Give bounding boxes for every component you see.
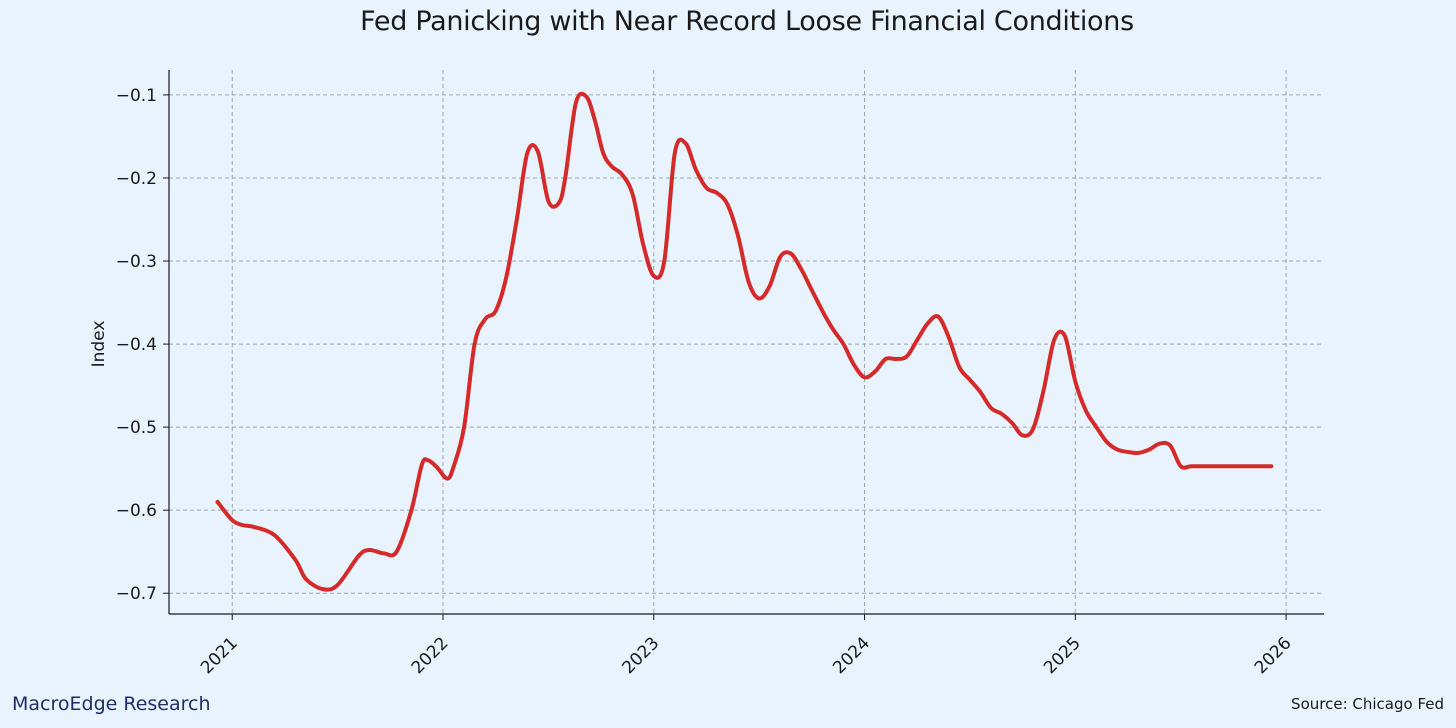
tick-labels: −0.7 −0.6 −0.5 −0.4 −0.3 −0.2 −0.1 2021 2022 2023…: [116, 86, 1296, 678]
y-tick-label: −0.2: [116, 169, 157, 189]
x-tick-label: 2024: [829, 633, 874, 678]
x-tick-label: 2023: [619, 633, 664, 678]
y-tick-label: −0.6: [116, 501, 157, 521]
y-tick-label: −0.1: [116, 86, 157, 106]
x-tick-label: 2022: [408, 633, 453, 678]
series-line: [215, 91, 1274, 592]
x-tick-label: 2025: [1040, 633, 1085, 678]
y-tick-label: −0.5: [116, 418, 157, 438]
y-tick-label: −0.3: [116, 252, 157, 272]
y-tick-label: −0.4: [116, 335, 157, 355]
x-tick-label: 2021: [197, 633, 242, 678]
y-tick-label: −0.7: [116, 584, 157, 604]
axes: [163, 70, 1324, 620]
chart-title: Fed Panicking with Near Record Loose Fin…: [360, 6, 1134, 37]
y-axis-label: Index: [89, 321, 109, 368]
grid-lines: [169, 70, 1324, 614]
brand-label: MacroEdge Research: [12, 693, 211, 715]
source-label: Source: Chicago Fed: [1291, 695, 1444, 713]
x-tick-label: 2026: [1251, 633, 1296, 678]
series-layer: [215, 91, 1274, 592]
